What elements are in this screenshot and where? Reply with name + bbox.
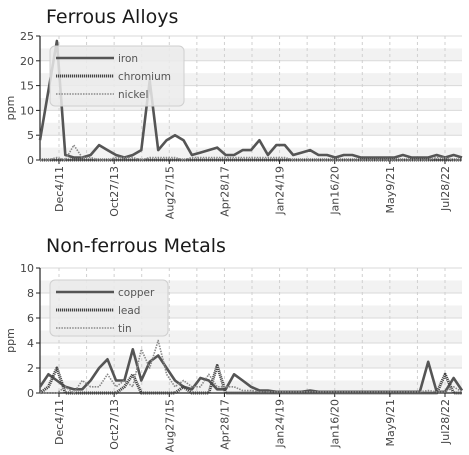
x-tick-label: Jul28/22 (439, 399, 452, 445)
legend: copper lead tin (49, 279, 169, 337)
y-tick-label: 0 (27, 154, 34, 167)
y-tick-label: 15 (20, 80, 34, 93)
x-tick-label: May9/21 (384, 399, 397, 446)
y-tick-label: 8 (27, 287, 34, 300)
ferrous-alloys-chart: 0 5 10 15 20 25 ppm Dec4/11 Oct27/13 Aug27/15 Apr2… (4, 30, 463, 219)
y-axis-label: ppm (4, 96, 17, 121)
legend-label-copper: copper (118, 287, 155, 299)
x-tick-label: May9/21 (384, 166, 397, 213)
series-line-tin (40, 339, 463, 394)
x-tick-label: Dec4/11 (53, 166, 66, 212)
series-line-copper (38, 347, 464, 394)
y-tick-label: 2 (27, 362, 34, 375)
y-tick-label: 5 (27, 129, 34, 142)
legend-box (49, 45, 185, 107)
x-tick-label: Oct27/13 (108, 399, 121, 450)
x-tick-label: Dec4/11 (53, 399, 66, 445)
legend-label-chromium: chromium (118, 71, 171, 83)
x-tick-label: Apr28/17 (218, 399, 231, 450)
y-tick-label: 6 (27, 312, 34, 325)
chart-title-non-ferrous: Non-ferrous Metals (46, 235, 226, 257)
legend-label-tin: tin (118, 323, 132, 335)
x-tick-label: Jan16/20 (329, 166, 342, 216)
x-tick-label: Oct27/13 (108, 166, 121, 217)
x-tick-label: Jan16/20 (329, 399, 342, 449)
y-tick-label: 20 (20, 55, 34, 68)
y-tick-label: 4 (27, 337, 34, 350)
y-tick-label: 25 (20, 30, 34, 43)
x-tick-label: Jan24/19 (274, 166, 287, 216)
series-line-lead (39, 364, 462, 395)
x-tick-label: Aug27/15 (163, 166, 176, 219)
legend-label-iron: iron (118, 53, 138, 65)
x-tick-label: Apr28/17 (218, 166, 231, 217)
y-tick-label: 0 (27, 387, 34, 400)
legend-label-nickel: nickel (118, 89, 148, 101)
x-tick-label: Jan24/19 (274, 399, 287, 449)
series-line-iron (38, 39, 463, 159)
x-tick-label: Aug27/15 (163, 399, 176, 452)
y-axis-label: ppm (4, 328, 17, 353)
y-tick-label: 10 (20, 262, 34, 275)
legend-box (49, 279, 169, 337)
legend-label-lead: lead (118, 305, 140, 317)
legend: iron chromium nickel (49, 45, 185, 107)
y-tick-label: 10 (20, 104, 34, 117)
x-tick-label: Jul28/22 (439, 166, 452, 212)
series-line-nickel (40, 144, 462, 161)
chart-title-ferrous: Ferrous Alloys (46, 6, 179, 28)
